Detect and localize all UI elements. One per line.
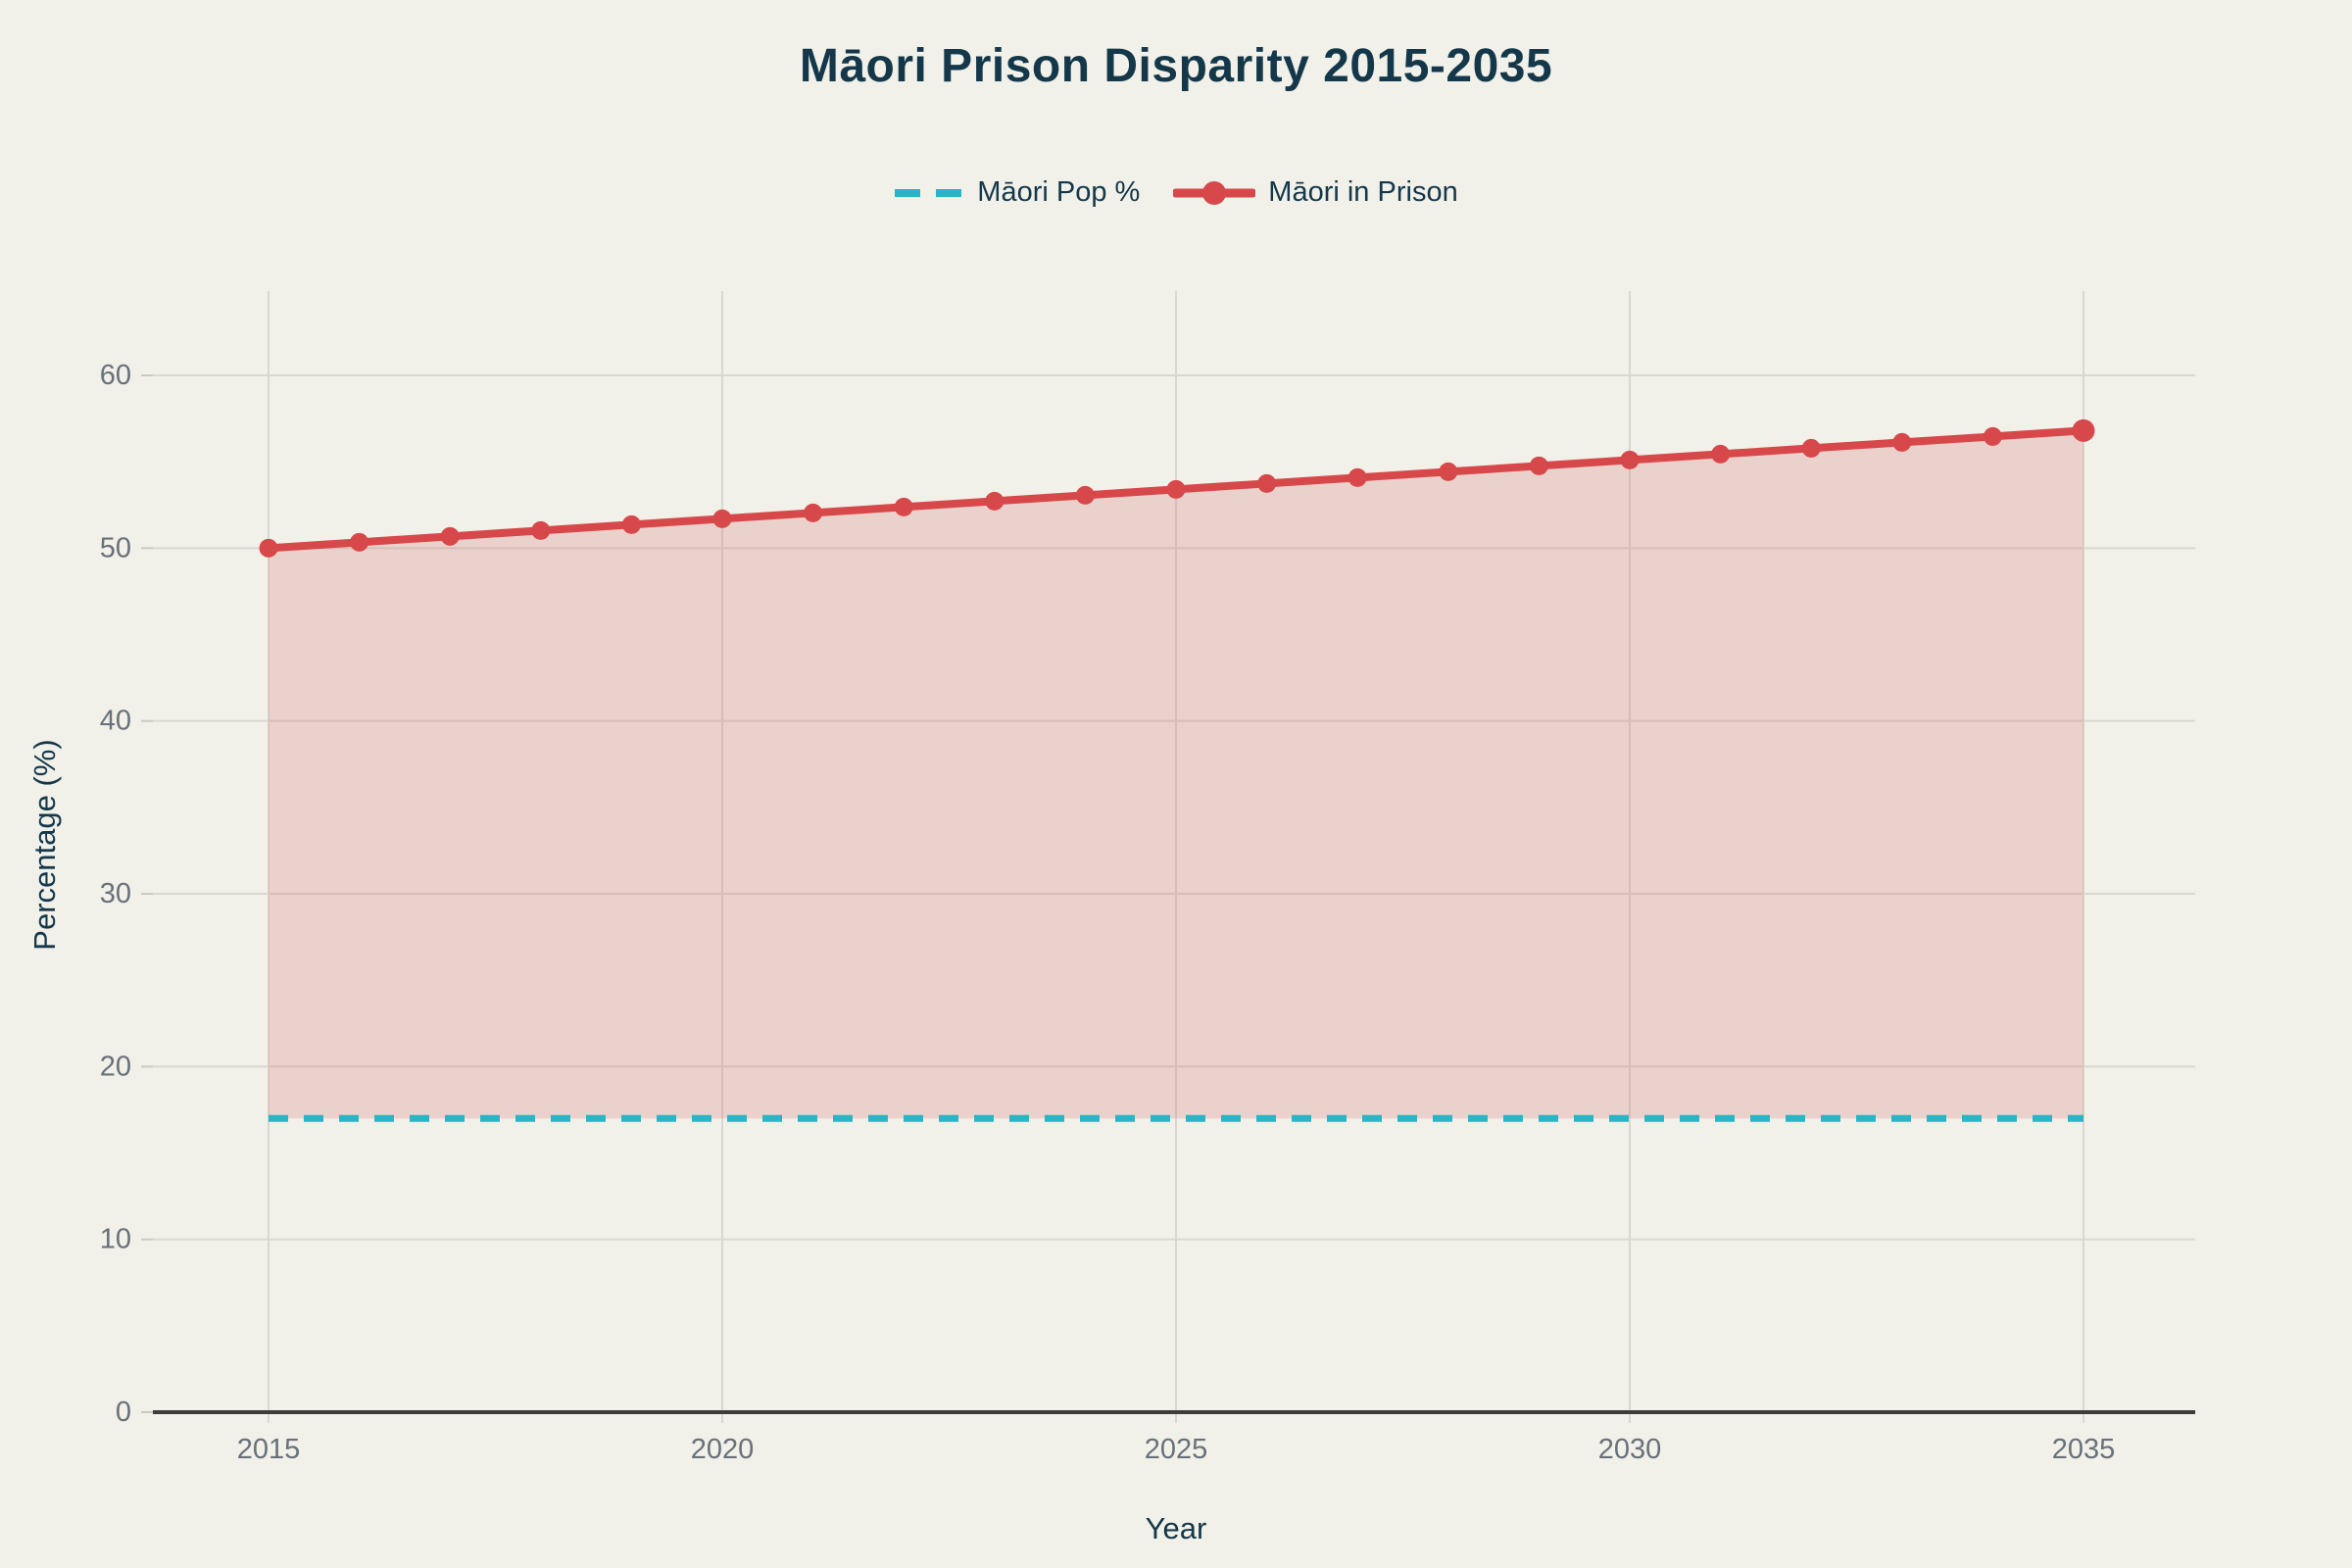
legend-item-maori-pop[interactable]: Māori Pop % [894, 176, 1140, 209]
legend-label-maori-pop: Māori Pop % [977, 176, 1141, 208]
maori-prison-point [1892, 432, 1912, 452]
maori-prison-point [2072, 418, 2095, 442]
maori-prison-point [1620, 450, 1640, 469]
maori-prison-point [712, 509, 732, 528]
y-tick-label: 30 [100, 878, 131, 909]
maori-prison-point [985, 491, 1004, 511]
x-axis-title: Year [1145, 1511, 1207, 1545]
solid-swatch-marker [1202, 180, 1227, 205]
maori-prison-point [1983, 426, 2002, 446]
maori-prison-point [259, 538, 278, 558]
disparity-gap-fill [269, 430, 2083, 1119]
dashed-line-swatch-icon [895, 188, 964, 197]
legend-item-maori-prison[interactable]: Māori in Prison [1173, 176, 1458, 209]
line-marker-swatch-icon [1173, 180, 1256, 205]
maori-prison-point [531, 520, 551, 540]
x-tick-label: 2035 [2052, 1434, 2116, 1465]
maori-prison-point [1166, 479, 1186, 499]
maori-prison-point [894, 497, 913, 516]
maori-prison-point [1075, 485, 1095, 505]
y-tick-label: 50 [100, 532, 131, 564]
maori-prison-point [1257, 473, 1277, 493]
maori-prison-point [804, 503, 823, 522]
x-tick-label: 2020 [691, 1434, 755, 1465]
maori-prison-point [1348, 467, 1367, 487]
maori-prison-point [1529, 456, 1548, 475]
maori-prison-point [350, 532, 369, 552]
maori-prison-point [1439, 462, 1458, 481]
maori-prison-point [1801, 438, 1821, 458]
chart-title: Māori Prison Disparity 2015-2035 [799, 40, 1553, 92]
maori-prison-point [621, 514, 641, 534]
legend: Māori Pop % Māori in Prison [0, 176, 2352, 209]
y-tick-label: 40 [100, 706, 131, 737]
x-tick-label: 2015 [237, 1434, 301, 1465]
maori-prison-point [440, 526, 460, 546]
y-tick-label: 20 [100, 1051, 131, 1082]
maori-prison-point [1711, 444, 1731, 464]
legend-label-maori-prison: Māori in Prison [1268, 176, 1458, 208]
x-tick-label: 2030 [1598, 1434, 1662, 1465]
y-tick-label: 10 [100, 1224, 131, 1255]
y-tick-label: 60 [100, 360, 131, 391]
x-tick-label: 2025 [1145, 1434, 1208, 1465]
y-tick-label: 0 [116, 1396, 131, 1428]
